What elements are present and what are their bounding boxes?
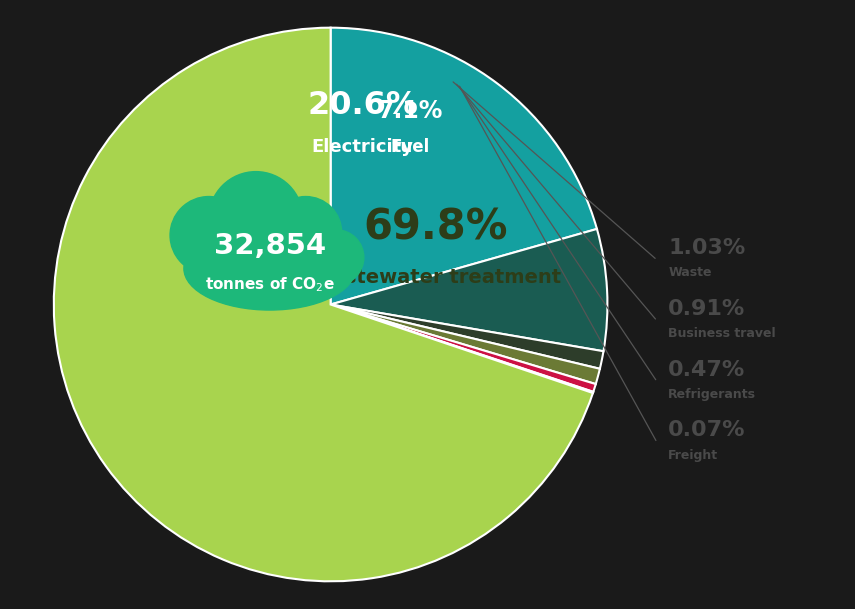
Circle shape <box>269 197 342 269</box>
Text: 0.47%: 0.47% <box>669 359 746 379</box>
Circle shape <box>209 172 303 266</box>
Text: Wastewater treatment: Wastewater treatment <box>311 268 561 287</box>
Text: 69.8%: 69.8% <box>364 207 509 249</box>
Circle shape <box>309 230 364 285</box>
Wedge shape <box>331 304 593 393</box>
Ellipse shape <box>184 227 356 310</box>
Circle shape <box>170 197 248 274</box>
Text: 0.07%: 0.07% <box>669 420 746 440</box>
Wedge shape <box>331 304 596 392</box>
Text: Business travel: Business travel <box>669 327 776 340</box>
Wedge shape <box>331 304 600 384</box>
Text: 1.03%: 1.03% <box>669 238 746 258</box>
Text: Freight: Freight <box>669 449 718 462</box>
Text: Fuel: Fuel <box>390 138 429 156</box>
Text: Refrigerants: Refrigerants <box>669 388 757 401</box>
Text: 32,854: 32,854 <box>214 233 326 261</box>
Wedge shape <box>331 27 597 304</box>
Text: Electricity: Electricity <box>312 138 414 156</box>
Text: 0.91%: 0.91% <box>669 298 746 319</box>
Text: 7.1%: 7.1% <box>377 99 443 123</box>
Text: 20.6%: 20.6% <box>307 90 418 121</box>
Wedge shape <box>331 229 607 351</box>
Text: Waste: Waste <box>669 266 712 279</box>
Text: tonnes of CO$_2$e: tonnes of CO$_2$e <box>205 276 334 295</box>
Wedge shape <box>331 304 604 369</box>
Wedge shape <box>54 27 593 582</box>
